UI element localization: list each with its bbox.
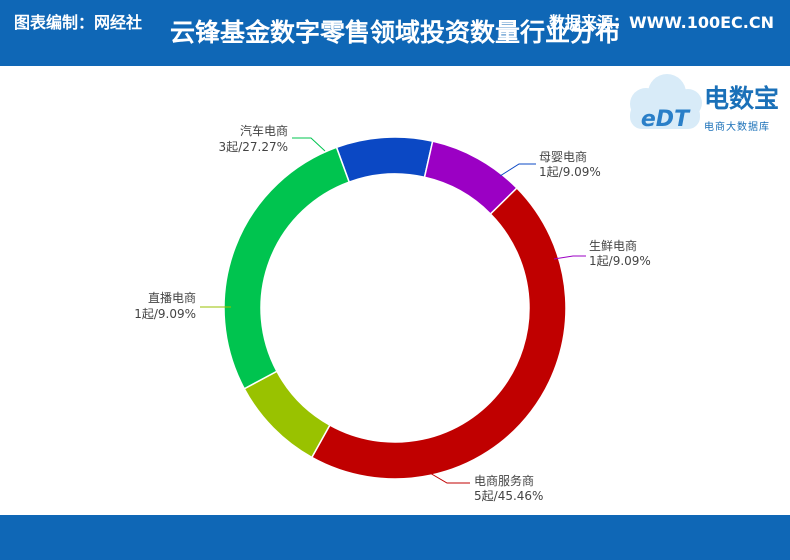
logo: eDT 电数宝 电商大数据库 [630,74,779,133]
donut-chart: eDT 电数宝 电商大数据库 母婴电商 1起/9.09% 生鲜电商 1起/9.0… [134,74,779,503]
label-percent: 9.09% [613,254,651,268]
label-name: 母婴电商 [539,149,587,164]
label-count: 5起 [474,489,494,503]
label-qiche: 汽车电商 3起/27.27% [219,123,288,154]
footer-bar [0,515,790,560]
label-value: 3起/27.27% [219,140,288,154]
label-value: 1起/9.09% [134,307,196,321]
footer-credit: 图表编制：网经社 [14,13,143,32]
leader-line-shengxian [553,255,586,260]
label-percent: 27.27% [242,140,288,154]
logo-badge: eDT [641,107,691,132]
donut-slices [223,136,567,480]
cloud-icon [630,74,702,129]
label-count: 1起 [134,307,154,321]
label-percent: 45.46% [498,489,544,503]
label-percent: 9.09% [158,307,196,321]
label-name: 直播电商 [148,290,196,305]
footer-source: 数据来源：WWW.100EC.CN [548,13,774,32]
label-percent: 9.09% [563,165,601,179]
donut-slice-3 [243,370,331,459]
logo-name: 电数宝 [704,84,779,113]
label-count: 1起 [589,254,609,268]
leader-line-qiche [292,137,326,152]
label-muying: 母婴电商 1起/9.09% [539,149,601,179]
label-value: 1起/9.09% [539,165,601,179]
donut-slice-4 [223,146,351,390]
label-count: 3起 [219,140,239,154]
label-name: 电商服务商 [474,473,534,488]
leader-line-muying [499,163,536,177]
chart-title: 云锋基金数字零售领域投资数量行业分布 [169,18,620,47]
donut-slice-0 [335,136,434,184]
label-zhibo: 直播电商 1起/9.09% [134,290,196,321]
label-fuwushang: 电商服务商 5起/45.46% [474,473,543,503]
donut-slice-2 [310,186,567,480]
leader-line-fuwushang [417,465,470,484]
label-value: 1起/9.09% [589,254,651,268]
label-value: 5起/45.46% [474,489,543,503]
label-name: 汽车电商 [240,123,288,138]
header-bar [0,0,790,66]
logo-subtitle: 电商大数据库 [704,120,770,133]
label-count: 1起 [539,165,559,179]
label-shengxian: 生鲜电商 1起/9.09% [589,238,651,268]
label-name: 生鲜电商 [589,238,637,253]
